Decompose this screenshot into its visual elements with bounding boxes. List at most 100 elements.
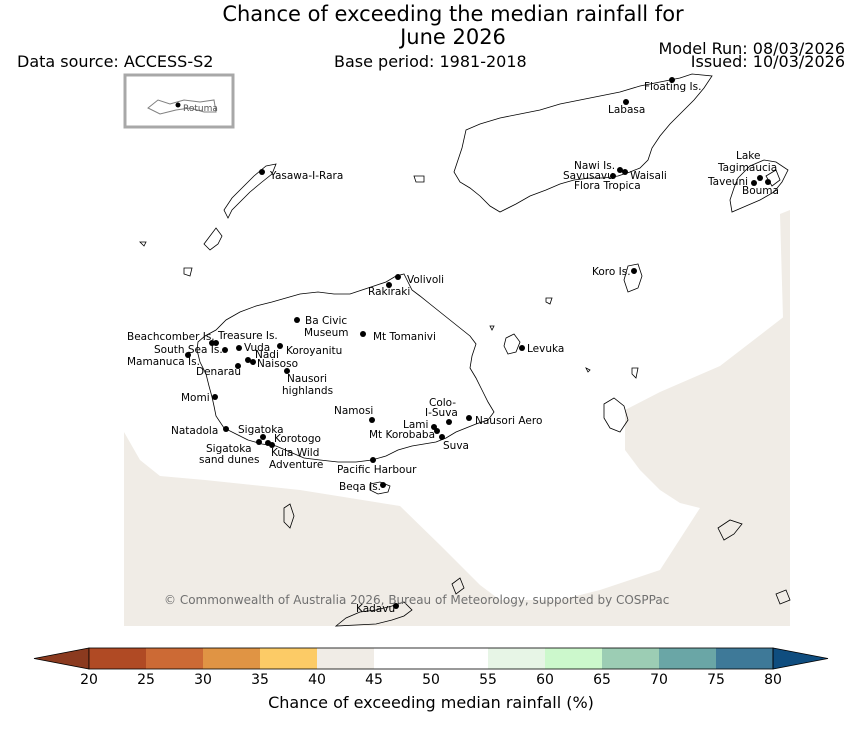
colorbar-segment [260, 648, 317, 669]
label-beachcomber-is: Beachcomber Is. [127, 331, 215, 343]
west-islet-2 [183, 267, 193, 277]
colorbar-segment [203, 648, 260, 669]
dot-waisali [622, 169, 628, 175]
shaded-region-east [780, 210, 790, 320]
label-bouma: Bouma [742, 185, 779, 197]
data-source-label: Data source: ACCESS-S2 [17, 52, 214, 71]
dot-vuda [236, 345, 242, 351]
label-mt-tomanivi: Mt Tomanivi [373, 331, 436, 343]
dot-yasawa-i-rara [259, 169, 265, 175]
dot-momi [212, 394, 218, 400]
rotuma-dot [175, 102, 181, 108]
coastlines [139, 73, 791, 627]
dot-ba-civic-museum [294, 317, 300, 323]
dot-koro-is [631, 268, 637, 274]
base-period-label: Base period: 1981-2018 [334, 52, 527, 71]
label-pacific-harbour: Pacific Harbour [337, 464, 417, 476]
label-south-sea-is: South Sea Is. [154, 344, 223, 356]
rotuma-inset: Rotuma [123, 73, 235, 129]
colorbar-segment [89, 648, 146, 669]
label-natadola: Natadola [171, 425, 218, 437]
vatulele-coast [283, 503, 295, 529]
dot-taveuni [751, 180, 757, 186]
label-highlands: highlands [282, 385, 333, 397]
label-nausori: Nausori [287, 373, 327, 385]
ovalau-coast [503, 333, 521, 355]
label-naisoso: Naisoso [257, 358, 298, 370]
colorbar-tick-label: 60 [536, 672, 554, 688]
label-koroyanitu: Koroyanitu [286, 345, 342, 357]
dot-colo-i-suva [446, 419, 452, 425]
label-vuda: Vuda [244, 342, 270, 354]
dot-suva [439, 434, 445, 440]
colorbar-tick-label: 35 [251, 672, 269, 688]
dot-bouma [765, 179, 771, 185]
colorbar-segment [659, 648, 716, 669]
dot-mt-korobaba [434, 428, 440, 434]
label-i-suva: I-Suva [425, 407, 458, 419]
rotuma-coast [147, 99, 217, 115]
colorbar [33, 647, 829, 670]
dot-savusavu [610, 173, 616, 179]
label-flora-tropica: Flora Tropica [574, 180, 641, 192]
colorbar-tick-label: 25 [137, 672, 155, 688]
label-sigatoka-2: Sigatoka [206, 443, 252, 455]
yasawa-coast [223, 163, 277, 219]
north-islet-coast [413, 175, 425, 183]
east-islet-4 [585, 367, 591, 373]
label-suva: Suva [443, 440, 469, 452]
colorbar-segment [545, 648, 602, 669]
label-mt-korobaba: Mt Korobaba [369, 429, 435, 441]
label-floating-is: Floating Is. [644, 81, 701, 93]
colorbar-tick-label: 65 [593, 672, 611, 688]
label-savusavu: Savusavu [563, 170, 614, 182]
issued-label: Issued: 10/03/2026 [690, 52, 845, 71]
colorbar-tick-label: 70 [650, 672, 668, 688]
label-kadavu: Kadavu [356, 603, 395, 615]
label-adventure: Adventure [269, 459, 323, 471]
model-run-label: Model Run: 08/03/2026 [658, 39, 846, 58]
dot-mamanuca-is [185, 352, 191, 358]
dot-treasure-is [213, 340, 219, 346]
colorbar-tick-label: 20 [80, 672, 98, 688]
label-tagimaucia: Tagimaucia [717, 162, 777, 174]
shaded-region-40-45 [124, 210, 790, 626]
dot-nausori-highlands [284, 368, 290, 374]
rotuma-label: Rotuma [183, 104, 218, 114]
colorbar-tick-label: 80 [764, 672, 782, 688]
kadavu-coast [334, 601, 413, 627]
colorbar-tick-label: 75 [707, 672, 725, 688]
label-nausori-aero: Nausori Aero [475, 415, 542, 427]
dot-sigatoka-sand-dunes [256, 439, 262, 445]
dot-volivoli [395, 274, 401, 280]
dot-kadavu [393, 603, 399, 609]
dot-levuka [519, 345, 525, 351]
dot-nausori-aero [466, 415, 472, 421]
colorbar-title: Chance of exceeding median rainfall (%) [268, 693, 594, 712]
dot-nadi [245, 357, 251, 363]
label-korotogo: Korotogo [274, 433, 321, 445]
east-islet-2 [631, 367, 639, 379]
beqa-coast [369, 481, 391, 495]
label-ba-civic: Ba Civic [305, 315, 347, 327]
label-namosi: Namosi [334, 405, 373, 417]
label-nadi: Nadi [255, 349, 279, 361]
dot-mt-tomanivi [360, 331, 366, 337]
dot-floating-is [669, 77, 675, 83]
dot-lake-tagimaucia [757, 175, 763, 181]
shaded-region-southwest [124, 312, 790, 626]
gau-coast [603, 397, 629, 433]
colorbar-border [88, 647, 774, 670]
dot-koroyanitu [277, 343, 283, 349]
colorbar-segment [374, 648, 431, 669]
label-sigatoka: Sigatoka [238, 424, 284, 436]
chart-title-line1: Chance of exceeding the median rainfall … [222, 2, 684, 26]
label-treasure-is: Treasure Is. [217, 330, 278, 342]
colorbar-segment [602, 648, 659, 669]
southeast-islet-coast [775, 589, 791, 605]
label-yasawa-i-rara: Yasawa-I-Rara [269, 170, 343, 182]
dot-beqa-is [380, 482, 386, 488]
colorbar-segment [716, 648, 773, 669]
viti-levu-coast [196, 273, 495, 463]
dot-nawi-is [617, 167, 623, 173]
